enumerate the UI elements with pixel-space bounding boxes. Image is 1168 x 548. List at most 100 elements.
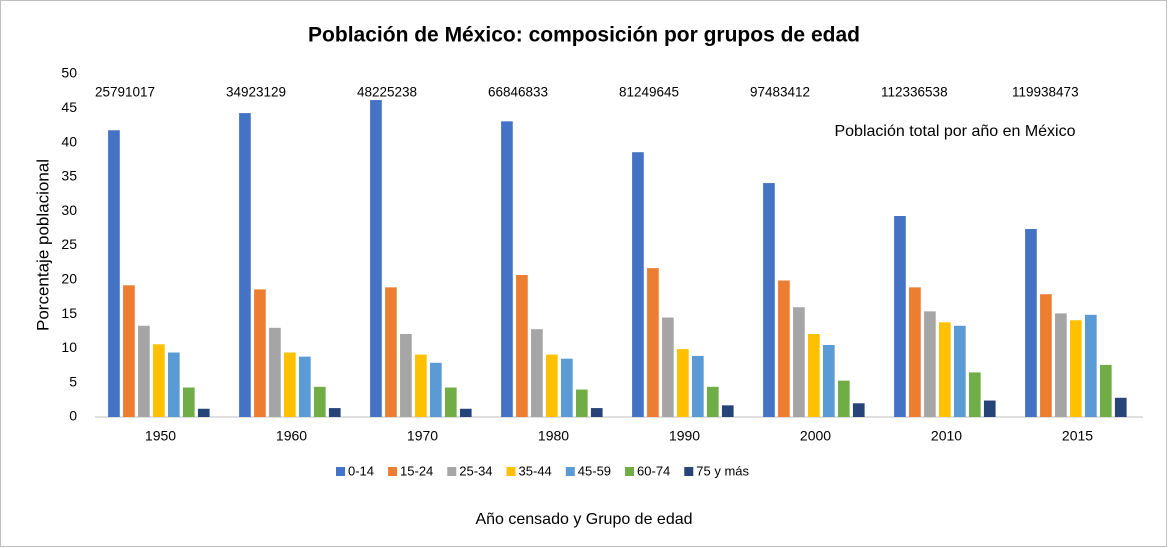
bar xyxy=(444,387,457,417)
bar xyxy=(415,354,427,417)
bar xyxy=(108,130,120,417)
bar xyxy=(167,352,180,417)
legend-label: 15-24 xyxy=(400,463,433,478)
legend-label: 45-59 xyxy=(578,463,611,478)
legend-label: 75 y más xyxy=(696,463,749,478)
bar xyxy=(197,408,210,417)
bar xyxy=(953,325,966,417)
population-label: 34923129 xyxy=(226,85,286,100)
bar xyxy=(298,356,311,417)
population-label: 66846833 xyxy=(488,85,548,100)
bar xyxy=(894,216,906,417)
y-tick-label: 10 xyxy=(61,339,77,355)
population-label: 97483412 xyxy=(750,85,810,100)
legend-swatch xyxy=(506,467,516,476)
bar xyxy=(677,349,689,417)
legend-label: 35-44 xyxy=(519,463,552,478)
population-label: 112336538 xyxy=(881,85,948,100)
bar xyxy=(370,100,382,418)
bar xyxy=(968,372,981,417)
x-axis-label: Año censado y Grupo de edad xyxy=(475,511,692,528)
bar xyxy=(939,322,951,417)
bar xyxy=(983,400,996,417)
x-tick-label: 1990 xyxy=(669,428,700,444)
bar xyxy=(239,113,251,418)
legend-swatch xyxy=(336,467,345,476)
legend-label: 25-34 xyxy=(459,463,492,478)
bar xyxy=(284,352,296,417)
bar xyxy=(182,387,195,417)
bar xyxy=(531,329,543,417)
bar xyxy=(1114,397,1127,417)
legend-swatch xyxy=(565,467,575,476)
legend-label: 60-74 xyxy=(637,463,670,478)
bar xyxy=(546,354,558,417)
bar xyxy=(793,307,805,417)
bar xyxy=(924,311,936,417)
bar xyxy=(138,325,150,417)
bar xyxy=(385,287,397,417)
y-tick-label: 0 xyxy=(69,408,77,424)
y-tick-label: 50 xyxy=(61,65,77,81)
annotation: Población total por año en México xyxy=(834,123,1075,140)
bar xyxy=(516,274,528,417)
bar xyxy=(691,355,704,417)
bar xyxy=(400,333,412,417)
y-tick-label: 15 xyxy=(61,305,77,321)
population-label: 48225238 xyxy=(357,85,417,100)
bar xyxy=(706,386,719,417)
bar xyxy=(837,380,850,417)
bar xyxy=(123,285,135,417)
legend-swatch xyxy=(447,467,457,476)
chart-title: Población de México: composición por gru… xyxy=(308,24,860,47)
y-tick-label: 20 xyxy=(61,271,77,287)
bar xyxy=(1084,314,1097,417)
bar xyxy=(852,403,865,417)
legend-swatch xyxy=(388,467,398,476)
bar xyxy=(254,289,266,417)
x-tick-label: 1960 xyxy=(276,428,307,444)
legend-swatch xyxy=(684,467,694,476)
bar xyxy=(1040,294,1052,417)
bar xyxy=(909,287,921,417)
bar xyxy=(778,280,790,417)
bar xyxy=(647,268,659,417)
y-tick-label: 45 xyxy=(61,99,77,115)
bar xyxy=(269,327,281,417)
y-tick-label: 40 xyxy=(61,133,77,149)
y-tick-label: 5 xyxy=(69,373,77,389)
population-label: 119938473 xyxy=(1012,85,1079,100)
bar xyxy=(822,344,835,417)
bar xyxy=(808,333,820,417)
bar xyxy=(328,408,341,417)
bar xyxy=(1025,229,1037,417)
y-axis-label: Porcentaje poblacional xyxy=(33,159,52,331)
population-label: 25791017 xyxy=(95,85,155,100)
x-tick-label: 1950 xyxy=(145,428,176,444)
x-tick-label: 2015 xyxy=(1062,428,1093,444)
population-label: 81249645 xyxy=(619,85,679,100)
bar xyxy=(459,408,472,417)
y-tick-label: 25 xyxy=(61,236,77,252)
bar xyxy=(153,344,165,417)
bar xyxy=(590,408,603,417)
annotation-box xyxy=(780,116,1142,146)
bar xyxy=(763,183,775,417)
bar xyxy=(721,405,734,417)
y-tick-label: 35 xyxy=(61,168,77,184)
bar xyxy=(1070,320,1082,417)
bar xyxy=(1099,364,1112,417)
bar xyxy=(575,389,588,417)
bar xyxy=(632,152,644,418)
legend-label: 0-14 xyxy=(348,463,374,478)
bar xyxy=(501,121,513,418)
y-tick-label: 30 xyxy=(61,202,77,218)
x-tick-label: 1980 xyxy=(538,428,569,444)
x-tick-label: 2010 xyxy=(931,428,962,444)
x-tick-label: 2000 xyxy=(800,428,831,444)
bar xyxy=(662,317,674,417)
x-tick-label: 1970 xyxy=(407,428,438,444)
bar xyxy=(313,386,326,417)
